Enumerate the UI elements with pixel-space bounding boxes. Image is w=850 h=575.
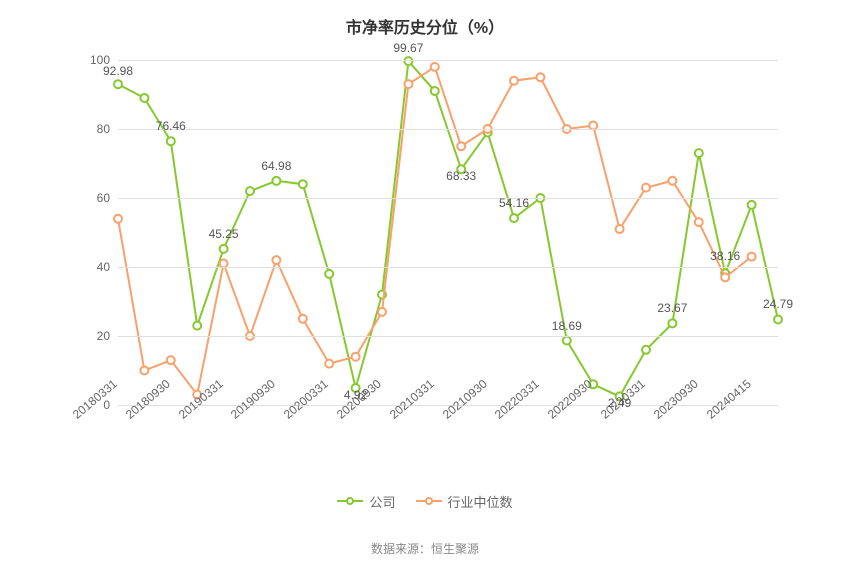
series-marker[interactable] (457, 142, 465, 150)
series-marker[interactable] (114, 215, 122, 223)
grid-line (118, 267, 778, 268)
series-marker[interactable] (404, 57, 412, 65)
series-marker[interactable] (299, 315, 307, 323)
series-marker[interactable] (510, 214, 518, 222)
y-axis-label: 100 (90, 53, 118, 67)
series-marker[interactable] (510, 77, 518, 85)
series-marker[interactable] (563, 337, 571, 345)
series-marker[interactable] (616, 225, 624, 233)
series-marker[interactable] (431, 87, 439, 95)
legend-item[interactable]: 行业中位数 (416, 492, 513, 511)
series-marker[interactable] (167, 356, 175, 364)
y-axis-label: 60 (97, 191, 118, 205)
series-marker[interactable] (220, 245, 228, 253)
legend-line-icon (416, 500, 442, 502)
series-marker[interactable] (140, 94, 148, 102)
y-axis-label: 40 (97, 260, 118, 274)
series-marker[interactable] (695, 149, 703, 157)
data-source: 数据来源：恒生聚源 (0, 540, 850, 557)
legend-label: 公司 (369, 492, 395, 511)
series-marker[interactable] (431, 63, 439, 71)
series-line[interactable] (118, 67, 752, 395)
series-marker[interactable] (272, 256, 280, 264)
series-marker[interactable] (668, 177, 676, 185)
series-marker[interactable] (536, 73, 544, 81)
chart-title: 市净率历史分位（%） (0, 0, 850, 38)
legend-marker-icon (425, 497, 433, 505)
grid-line (118, 129, 778, 130)
series-marker[interactable] (167, 137, 175, 145)
series-marker[interactable] (193, 322, 201, 330)
series-marker[interactable] (668, 319, 676, 327)
series-marker[interactable] (457, 165, 465, 173)
grid-line (118, 336, 778, 337)
grid-line (118, 198, 778, 199)
legend-line-icon (337, 500, 363, 502)
grid-line (118, 60, 778, 61)
series-marker[interactable] (299, 180, 307, 188)
series-marker[interactable] (140, 367, 148, 375)
series-marker[interactable] (721, 273, 729, 281)
series-marker[interactable] (325, 360, 333, 368)
series-marker[interactable] (774, 315, 782, 323)
legend-label: 行业中位数 (448, 492, 513, 511)
series-line[interactable] (118, 61, 778, 396)
legend-item[interactable]: 公司 (337, 492, 395, 511)
series-marker[interactable] (378, 308, 386, 316)
legend: 公司 行业中位数 (0, 490, 850, 511)
series-marker[interactable] (272, 177, 280, 185)
legend-marker-icon (346, 497, 354, 505)
series-marker[interactable] (325, 270, 333, 278)
plot-area: 0204060801002018033120180930201903312019… (118, 60, 778, 405)
series-marker[interactable] (642, 346, 650, 354)
series-marker[interactable] (748, 253, 756, 261)
series-marker[interactable] (642, 184, 650, 192)
series-marker[interactable] (352, 353, 360, 361)
y-axis-label: 20 (97, 329, 118, 343)
series-marker[interactable] (695, 218, 703, 226)
series-marker[interactable] (404, 80, 412, 88)
y-axis-label: 80 (97, 122, 118, 136)
series-marker[interactable] (114, 80, 122, 88)
chart-svg (118, 60, 778, 405)
chart-container: 市净率历史分位（%） 02040608010020180331201809302… (0, 0, 850, 575)
y-axis-label: 0 (103, 398, 118, 412)
series-marker[interactable] (246, 187, 254, 195)
series-marker[interactable] (748, 201, 756, 209)
data-label: 99.67 (393, 41, 423, 55)
